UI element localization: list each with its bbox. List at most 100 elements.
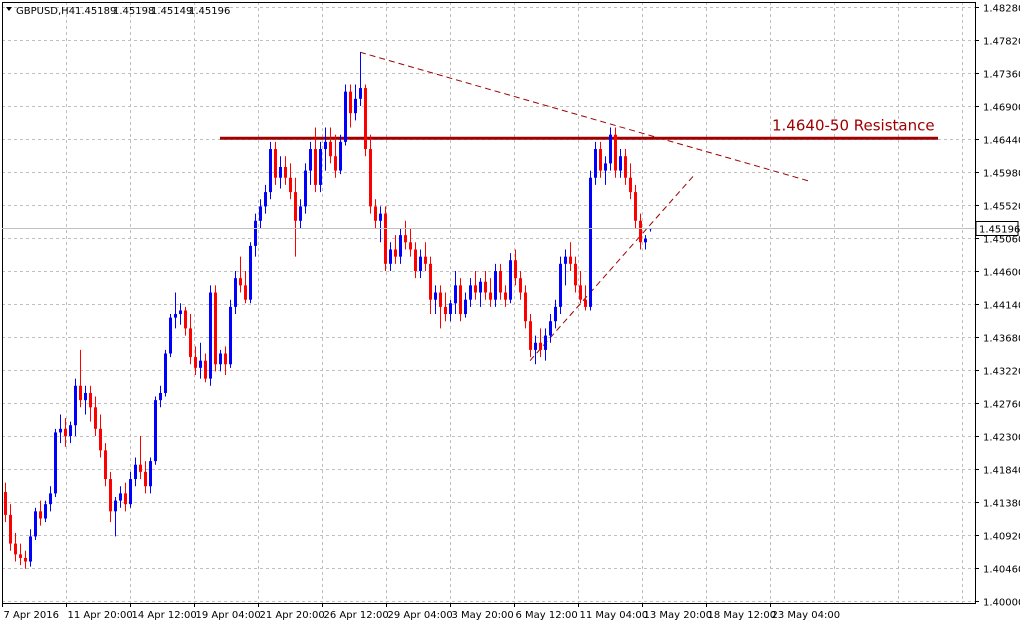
x-tick-label: 26 Apr 12:00 [324, 610, 389, 621]
candle-body-down [489, 292, 492, 300]
candle-body-down [104, 450, 107, 480]
candle-body-up [129, 479, 132, 505]
y-tick-label: 1.41380 [983, 499, 1020, 510]
candle-body-up [434, 292, 437, 300]
candle-body-up [119, 493, 122, 501]
candle-body-up [74, 385, 77, 426]
candle-body-down [474, 285, 477, 293]
candle-body-up [389, 249, 392, 264]
candle-body-down [19, 554, 22, 558]
candle-body-up [359, 88, 362, 99]
candle-body-down [239, 278, 242, 286]
candle-body-up [589, 177, 592, 307]
resistance-label: 1.4640-50 Resistance [772, 116, 935, 134]
candle-body-up [59, 428, 62, 433]
candle-body-up [644, 238, 647, 243]
candle-body-up [164, 353, 167, 393]
candle-body-up [264, 192, 267, 207]
candle-body-down [274, 149, 277, 178]
candle-body-up [134, 464, 137, 480]
candle-body-down [294, 192, 297, 221]
candle-body-down [94, 407, 97, 429]
y-tick-label: 1.41840 [983, 466, 1020, 477]
candle-body-down [429, 263, 432, 300]
candle-body-up [419, 256, 422, 271]
x-tick-label: 13 May 20:00 [644, 610, 713, 621]
x-tick-label: 18 May 12:00 [708, 610, 777, 621]
candle-body-up [279, 166, 282, 178]
candle-body-down [524, 292, 527, 322]
candle-body-up [84, 392, 87, 401]
candle-body-up [494, 271, 497, 300]
candle-body-down [624, 156, 627, 178]
candle-body-down [334, 156, 337, 171]
candle-body-up [229, 306, 232, 365]
candle-body-down [504, 292, 507, 300]
candle-body-down [314, 149, 317, 185]
candle-body-up [44, 504, 47, 519]
candle-body-up [554, 306, 557, 322]
trendline [359, 51, 811, 182]
candle-body-down [444, 306, 447, 315]
candle-body-up [454, 285, 457, 304]
y-tick-label: 1.45520 [983, 202, 1020, 213]
x-tick-label: 19 Apr 04:00 [196, 610, 261, 621]
candle-body-down [244, 285, 247, 300]
candle-body-up [249, 245, 252, 300]
candle-body-down [224, 353, 227, 365]
y-tick-label: 1.44600 [983, 268, 1020, 279]
candle-body-up [619, 156, 622, 171]
y-tick-label: 1.46900 [983, 103, 1020, 114]
candle-body-up [159, 392, 162, 401]
x-tick-label: 11 Apr 20:00 [68, 610, 133, 621]
candle-body-up [114, 500, 117, 512]
candle-body-down [614, 134, 617, 171]
candle-body-up [609, 134, 612, 164]
candle-body-down [409, 242, 412, 250]
candle-body-up [254, 220, 257, 246]
candle-body-up [559, 263, 562, 307]
candle-body-up [544, 335, 547, 350]
candle-body-down [519, 278, 522, 293]
candle-body-up [234, 278, 237, 307]
x-tick-label: 23 May 04:00 [772, 610, 841, 621]
candle-body-up [174, 314, 177, 318]
candle-body-down [459, 285, 462, 315]
candle-body-down [189, 328, 192, 358]
candle-body-up [299, 206, 302, 221]
candle-body-down [629, 177, 632, 193]
candle-body-down [634, 192, 637, 221]
x-tick-label: 21 Apr 20:00 [260, 610, 325, 621]
y-tick-label: 1.48280 [983, 4, 1020, 15]
candle-body-up [399, 235, 402, 257]
candle-body-down [329, 141, 332, 157]
candle-body-up [464, 299, 467, 315]
candle-body-down [4, 491, 7, 515]
candle-body-down [374, 206, 377, 221]
y-tick-label: 1.44140 [983, 301, 1020, 312]
candle-body-up [179, 310, 182, 315]
x-tick-label: 7 Apr 2016 [4, 610, 59, 621]
candle-body-down [184, 310, 187, 329]
candle-body-down [574, 263, 577, 286]
candle-body-down [139, 464, 142, 472]
y-tick-label: 1.42760 [983, 400, 1020, 411]
x-tick-label: 14 Apr 12:00 [132, 610, 197, 621]
candle-body-down [514, 260, 517, 279]
y-tick-label: 1.45060 [983, 235, 1020, 246]
candle-body-up [269, 149, 272, 193]
candle-body-down [214, 292, 217, 365]
candle-body-up [354, 98, 357, 114]
candle-body-up [549, 321, 552, 336]
trendline [529, 173, 696, 362]
candle-body-up [154, 400, 157, 462]
candle-body-down [394, 249, 397, 257]
candle-body-down [14, 543, 17, 555]
candle-body-up [49, 493, 52, 505]
candle-body-up [509, 260, 512, 300]
candle-body-up [534, 342, 537, 350]
candle-body-down [384, 213, 387, 264]
candle-body-down [539, 342, 542, 350]
